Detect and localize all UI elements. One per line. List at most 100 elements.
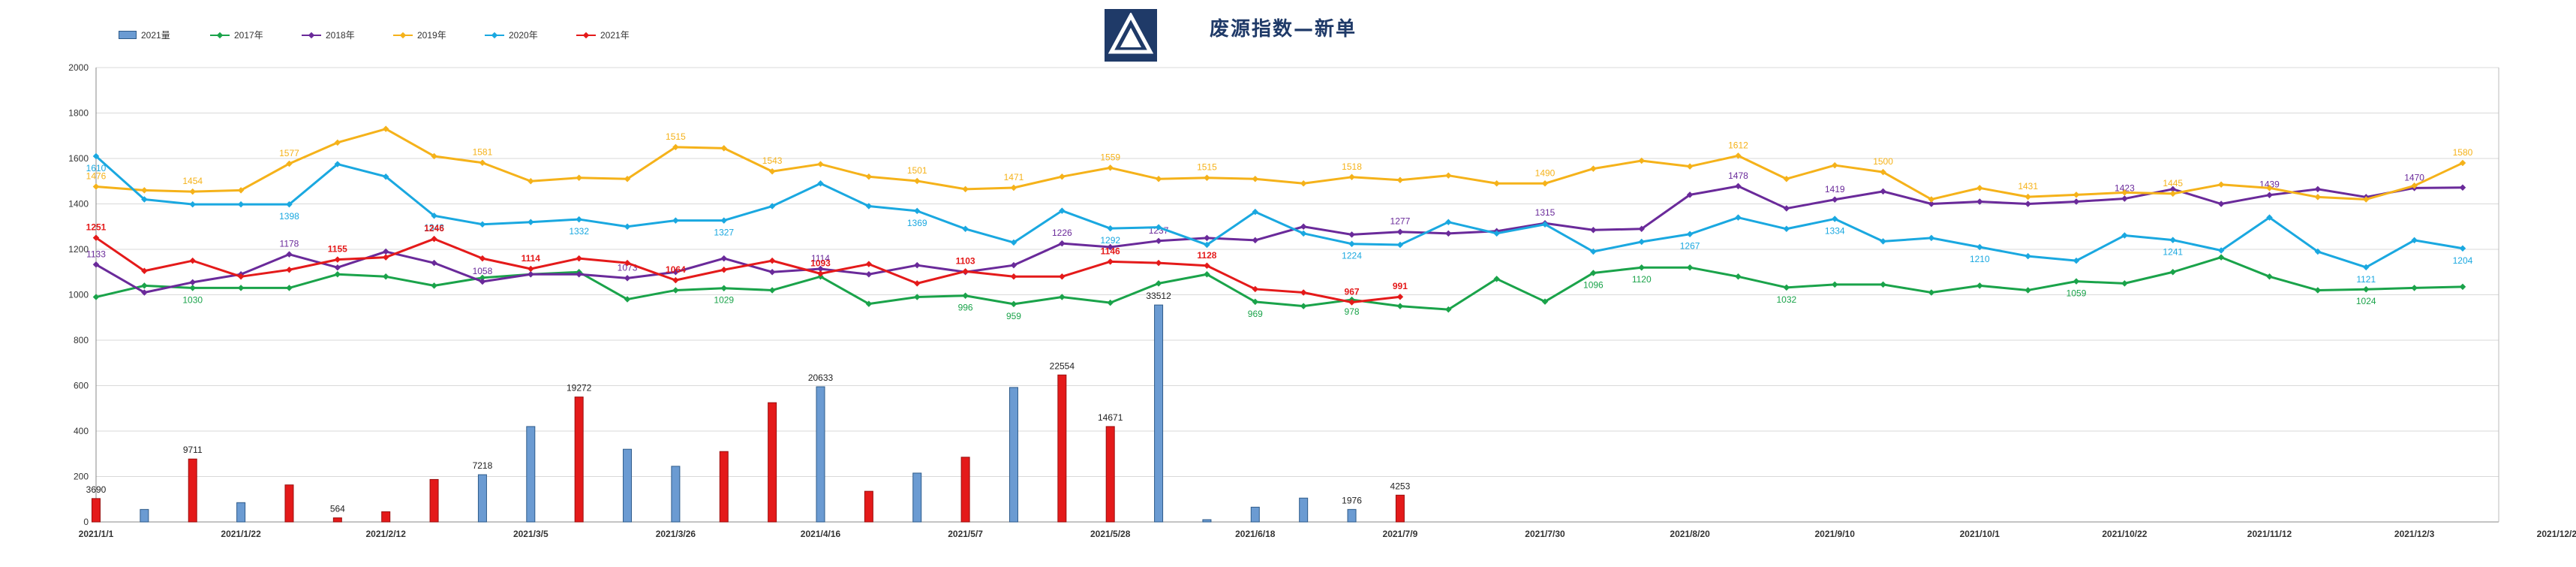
series-data-label: 1030 <box>182 294 203 305</box>
series-point <box>2073 198 2080 205</box>
series-point <box>672 217 679 224</box>
legend-item-2018: 2018年 <box>302 29 393 41</box>
series-point <box>1059 294 1066 300</box>
series-data-label: 969 <box>1248 309 1263 319</box>
series-point <box>624 259 631 267</box>
y-tick-label: 1000 <box>68 290 89 300</box>
series-point <box>1107 299 1114 306</box>
series-point <box>1155 280 1162 287</box>
series-point <box>286 160 293 167</box>
series-point <box>1783 205 1790 212</box>
series-point <box>1010 261 1017 269</box>
series-point <box>672 276 679 284</box>
bar-data-label: 4253 <box>1390 481 1411 491</box>
series-point <box>1300 230 1307 237</box>
series-point <box>2362 196 2370 203</box>
bar <box>671 466 681 523</box>
x-tick-label: 2021/12/24 <box>2537 529 2576 539</box>
series-point <box>334 256 341 263</box>
series-point <box>431 282 437 289</box>
series-point <box>528 271 534 278</box>
bar <box>429 478 439 523</box>
series-point <box>1445 306 1452 313</box>
series-point <box>2362 264 2370 271</box>
legend-item-bar: 2021量 <box>119 29 210 41</box>
legend-swatch <box>210 34 230 36</box>
series-point <box>141 196 148 203</box>
bar <box>1299 497 1309 523</box>
bar-data-label: 1976 <box>1342 495 1362 505</box>
series-data-label: 1029 <box>714 295 734 306</box>
series-data-label: 1490 <box>1535 167 1556 178</box>
series-point <box>2121 195 2128 202</box>
legend-item-2019: 2019年 <box>393 29 485 41</box>
legend-swatch <box>393 34 413 36</box>
series-data-label: 1431 <box>2018 181 2038 192</box>
series-data-label: 1334 <box>1825 225 1845 236</box>
series-point <box>2314 185 2322 193</box>
series-point <box>2024 252 2031 260</box>
series-data-label: 1114 <box>811 253 830 264</box>
series-data-label: 1114 <box>522 253 541 264</box>
series-point <box>1010 239 1017 246</box>
series-data-label: 1327 <box>714 228 734 238</box>
series-point <box>1928 201 1935 207</box>
bar <box>92 498 101 523</box>
series-point <box>1590 248 1597 255</box>
series-point <box>334 161 341 167</box>
bar <box>140 508 149 523</box>
series-point <box>92 294 100 300</box>
x-tick-label: 2021/3/26 <box>656 529 696 539</box>
series-data-label: 1241 <box>2163 247 2183 258</box>
legend-label: 2019年 <box>417 30 446 41</box>
series-data-label: 978 <box>1345 306 1360 317</box>
series-point <box>286 251 293 258</box>
series-data-label: 1146 <box>1101 246 1120 256</box>
series-data-label: 1093 <box>810 258 831 268</box>
x-tick-label: 2021/6/18 <box>1235 529 1276 539</box>
series-data-label: 1581 <box>473 147 493 158</box>
series-data-label: 1515 <box>1197 162 1217 173</box>
series-data-label: 1580 <box>2453 147 2473 158</box>
bar-data-label: 3690 <box>86 484 107 495</box>
series-line <box>95 237 1401 303</box>
series-point <box>1204 174 1210 181</box>
series-data-label: 1121 <box>2356 274 2376 285</box>
series-point <box>1396 303 1404 309</box>
series-point <box>1300 303 1307 309</box>
series-point <box>431 259 437 267</box>
series-data-label: 1476 <box>86 171 107 182</box>
bar <box>1008 387 1018 523</box>
series-point <box>2459 184 2466 191</box>
series-data-label: 1369 <box>907 218 927 228</box>
bar-data-label: 19272 <box>567 383 592 394</box>
bar <box>188 458 197 523</box>
series-point <box>237 187 245 194</box>
series-point <box>382 248 389 255</box>
series-line <box>95 128 2463 201</box>
series-point <box>431 235 437 243</box>
series-point <box>2121 232 2128 239</box>
series-point <box>92 261 100 268</box>
x-tick-label: 2021/9/10 <box>1815 529 1856 539</box>
bar <box>1057 374 1067 523</box>
series-point <box>1831 161 1838 169</box>
series-point <box>2073 257 2080 264</box>
series-point <box>1590 227 1597 234</box>
y-tick-label: 400 <box>74 426 89 436</box>
x-tick-label: 2021/7/9 <box>1383 529 1418 539</box>
company-logo <box>1105 9 1157 62</box>
series-point <box>2459 283 2466 291</box>
series-point <box>768 257 776 264</box>
series-point <box>1155 237 1162 245</box>
series-point <box>768 203 776 210</box>
legend-swatch <box>576 34 596 36</box>
series-point <box>1735 273 1742 280</box>
series-point <box>2411 285 2418 291</box>
bar <box>864 490 873 523</box>
series-point <box>1300 180 1307 187</box>
series-point <box>528 265 534 273</box>
series-point <box>1541 298 1549 305</box>
series-data-label: 1612 <box>1728 140 1748 150</box>
